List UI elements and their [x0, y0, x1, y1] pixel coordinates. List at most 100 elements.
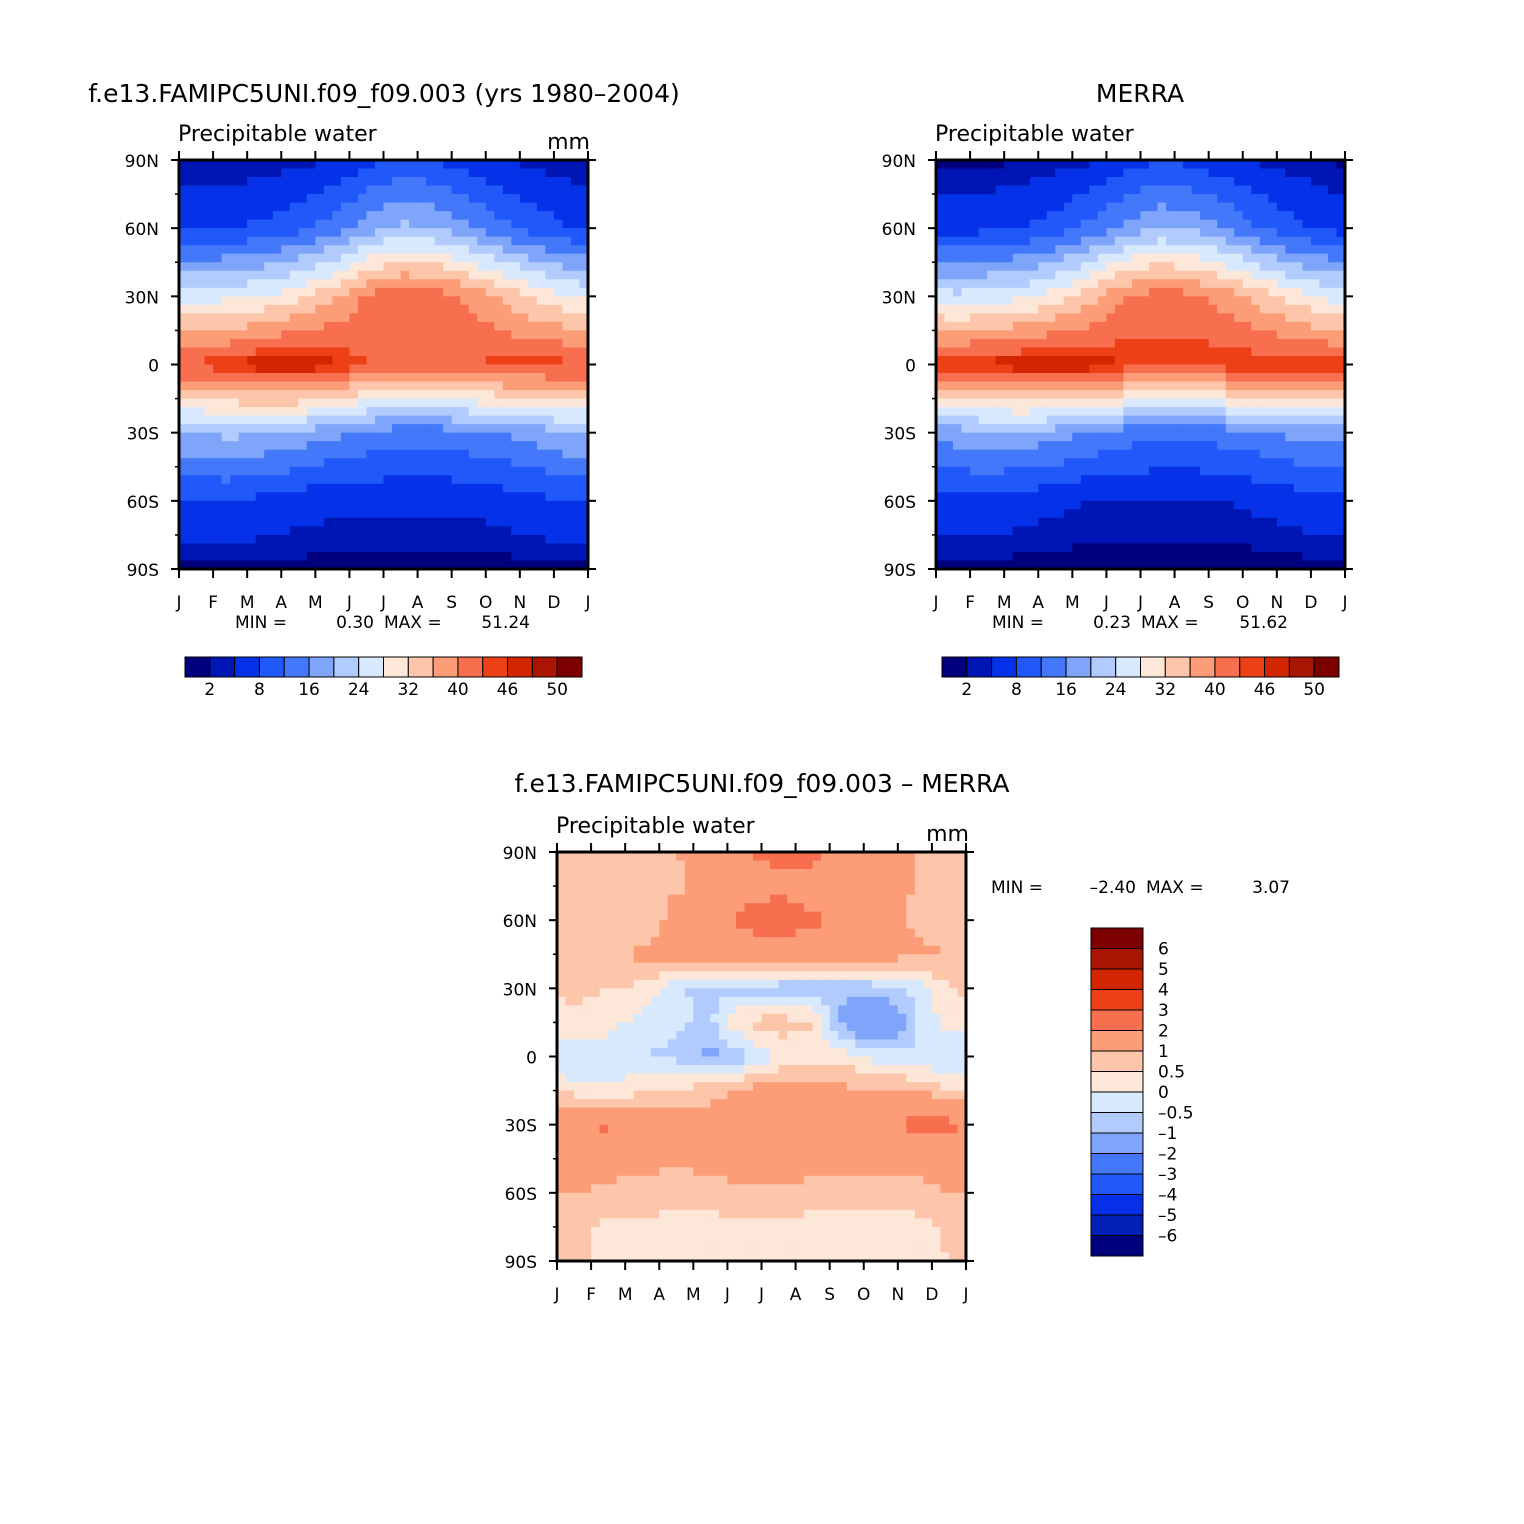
- heatmap-cell: [485, 194, 495, 204]
- heatmap-cell: [1174, 475, 1184, 485]
- heatmap-cell: [204, 177, 214, 187]
- heatmap-cell: [710, 860, 720, 870]
- heatmap-cell: [502, 321, 512, 332]
- heatmap-cell: [417, 211, 427, 221]
- heatmap-cell: [1072, 262, 1082, 272]
- heatmap-cell: [536, 449, 546, 459]
- heatmap-cell: [579, 321, 589, 332]
- heatmap-cell: [502, 407, 512, 417]
- heatmap-cell: [187, 321, 197, 332]
- heatmap-cell: [1080, 211, 1090, 221]
- heatmap-cell: [987, 441, 997, 451]
- heatmap-cell: [374, 304, 385, 314]
- heatmap-cell: [340, 219, 351, 229]
- heatmap-cell: [1174, 236, 1184, 246]
- heatmap-cell: [289, 364, 299, 374]
- heatmap-cell: [179, 483, 189, 493]
- heatmap-cell: [944, 177, 954, 187]
- heatmap-cell: [1208, 219, 1218, 229]
- heatmap-cell: [255, 517, 265, 527]
- heatmap-cell: [1208, 458, 1218, 468]
- heatmap-cell: [196, 560, 206, 570]
- heatmap-cell: [392, 560, 402, 570]
- heatmap-cell: [553, 458, 564, 468]
- heatmap-cell: [230, 168, 240, 178]
- heatmap-cell: [1063, 168, 1073, 178]
- heatmap-cell: [1140, 398, 1150, 408]
- heatmap-cell: [536, 245, 546, 255]
- heatmap-cell: [477, 160, 487, 170]
- heatmap-cell: [1302, 560, 1312, 570]
- heatmap-cell: [392, 534, 402, 545]
- heatmap-cell: [1131, 551, 1142, 562]
- heatmap-cell: [970, 185, 980, 195]
- heatmap-cell: [957, 869, 967, 879]
- heatmap-cell: [957, 860, 967, 870]
- heatmap-cell: [485, 347, 495, 357]
- units-label: mm: [547, 130, 590, 155]
- heatmap-cell: [221, 202, 231, 212]
- heatmap-cell: [889, 852, 899, 862]
- heatmap-cell: [477, 236, 487, 246]
- heatmap-cell: [1242, 492, 1252, 502]
- heatmap-cell: [995, 381, 1005, 391]
- heatmap-cell: [306, 253, 316, 263]
- heatmap-cell: [400, 355, 410, 366]
- heatmap-cell: [511, 500, 521, 510]
- heatmap-cell: [565, 869, 575, 879]
- heatmap-cell: [477, 458, 487, 468]
- heatmap-cell: [562, 390, 572, 400]
- heatmap-cell: [1004, 449, 1014, 459]
- heatmap-cell: [460, 364, 470, 374]
- heatmap-cell: [1149, 373, 1159, 383]
- heatmap-cell: [332, 330, 342, 340]
- heatmap-cell: [349, 262, 359, 272]
- heatmap-cell: [468, 483, 478, 493]
- heatmap-cell: [477, 373, 487, 383]
- heatmap-cell: [1055, 177, 1065, 187]
- heatmap-cell: [426, 330, 436, 340]
- heatmap-cell: [221, 338, 231, 349]
- heatmap-cell: [536, 279, 546, 289]
- heatmap-cell: [1038, 458, 1048, 468]
- heatmap-cell: [298, 168, 308, 178]
- heatmap-cell: [374, 330, 385, 340]
- heatmap-cell: [400, 526, 410, 536]
- heatmap-cell: [1106, 168, 1116, 178]
- heatmap-cell: [409, 398, 419, 408]
- heatmap-cell: [1174, 560, 1184, 570]
- heatmap-cell: [502, 347, 512, 357]
- heatmap-cell: [1080, 313, 1090, 323]
- heatmap-cell: [1217, 466, 1227, 476]
- heatmap-cell: [633, 852, 643, 862]
- heatmap-cell: [289, 160, 299, 170]
- heatmap-cell: [272, 236, 282, 246]
- heatmap-cell: [1055, 321, 1065, 332]
- heatmap-cell: [528, 253, 538, 263]
- heatmap-cell: [272, 415, 282, 425]
- heatmap-cell: [1131, 398, 1142, 408]
- heatmap-cell: [570, 347, 581, 357]
- heatmap-cell: [357, 509, 368, 519]
- heatmap-cell: [953, 194, 963, 204]
- heatmap-cell: [1046, 347, 1056, 357]
- heatmap-cell: [1302, 517, 1312, 527]
- heatmap-cell: [1183, 253, 1193, 263]
- heatmap-cell: [562, 483, 572, 493]
- heatmap-cell: [238, 526, 248, 536]
- heatmap-cell: [383, 483, 393, 493]
- heatmap-cell: [392, 407, 402, 417]
- heatmap-cell: [247, 236, 257, 246]
- heatmap-cell: [1166, 364, 1176, 374]
- heatmap-cell: [936, 517, 946, 527]
- heatmap-cell: [349, 509, 359, 519]
- heatmap-cell: [1225, 185, 1235, 195]
- heatmap-cell: [1166, 407, 1176, 417]
- heatmap-cell: [426, 355, 436, 366]
- heatmap-cell: [1029, 177, 1039, 187]
- heatmap-cell: [434, 304, 444, 314]
- heatmap-cell: [570, 228, 581, 238]
- heatmap-cell: [528, 500, 538, 510]
- heatmap-cell: [1106, 347, 1116, 357]
